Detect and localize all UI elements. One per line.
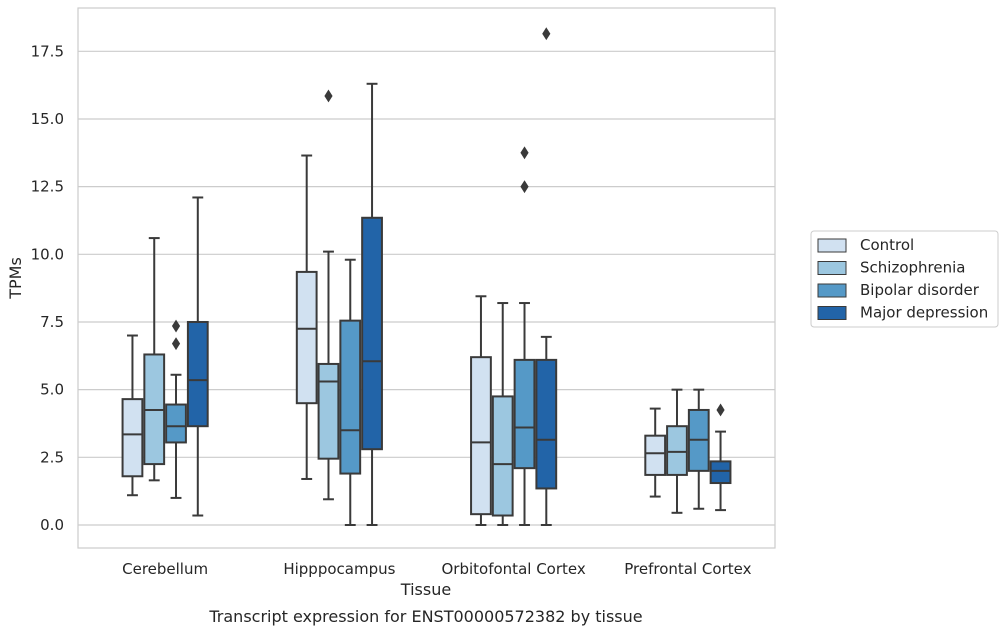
outlier-point xyxy=(171,319,181,333)
legend-label: Major depression xyxy=(860,304,988,322)
box-group xyxy=(143,237,166,482)
y-tick-label: 17.5 xyxy=(31,42,64,60)
box-group xyxy=(295,154,318,480)
y-tick-label: 10.0 xyxy=(31,245,64,263)
box xyxy=(121,398,144,478)
box xyxy=(339,319,362,475)
box-layer xyxy=(121,27,732,526)
box-group xyxy=(339,258,362,526)
legend-swatch xyxy=(817,261,847,275)
chart-caption: Transcript expression for ENST0000057238… xyxy=(208,607,642,626)
box xyxy=(644,434,667,476)
outlier-point xyxy=(324,89,333,103)
y-tick-label: 2.5 xyxy=(40,448,64,466)
box-group xyxy=(687,388,710,510)
box-group xyxy=(165,319,187,499)
y-tick-label: 0.0 xyxy=(40,516,64,534)
box xyxy=(317,362,340,460)
outlier-point xyxy=(542,27,551,41)
box-group xyxy=(121,334,144,497)
outlier-point xyxy=(520,180,529,194)
box xyxy=(295,270,318,405)
x-tick-label: Prefrontal Cortex xyxy=(624,560,751,578)
y-tick-label: 15.0 xyxy=(31,110,64,128)
y-tick-label: 12.5 xyxy=(31,178,64,196)
outlier-point xyxy=(716,403,725,417)
box xyxy=(165,403,187,444)
box xyxy=(470,356,492,516)
box-group xyxy=(535,27,558,526)
legend-swatch xyxy=(817,306,847,320)
x-tick-label: Cerebellum xyxy=(122,560,208,578)
plot-frame xyxy=(77,7,776,549)
outlier-point xyxy=(520,146,529,160)
box xyxy=(361,216,383,451)
box xyxy=(666,425,688,476)
legend-swatch xyxy=(817,238,847,253)
x-tick-labels: Cerebellum Hipppocampus Orbitofontal Corte… xyxy=(122,560,751,578)
box xyxy=(186,320,209,428)
legend-frame xyxy=(810,230,999,328)
box-group xyxy=(491,302,514,526)
legend-swatch xyxy=(817,283,847,298)
x-tick-label: Orbitofontal Cortex xyxy=(442,560,586,578)
x-tick-label: Hipppocampus xyxy=(283,560,395,578)
box-group xyxy=(361,82,383,526)
outlier-point xyxy=(171,337,181,351)
legend-label: Schizophrenia xyxy=(860,259,965,277)
box-group xyxy=(666,388,688,514)
box-group xyxy=(317,89,340,501)
y-tick-label: 7.5 xyxy=(40,313,64,331)
box-group xyxy=(709,403,732,512)
box-group xyxy=(470,295,492,526)
box xyxy=(491,395,514,517)
y-tick-label: 5.0 xyxy=(40,381,64,399)
box xyxy=(535,358,558,490)
box-group xyxy=(186,196,209,517)
box-group xyxy=(513,146,536,526)
x-axis-label: Tissue xyxy=(400,580,451,599)
legend-label: Control xyxy=(860,236,914,254)
box xyxy=(709,460,732,485)
box xyxy=(513,358,536,470)
legend: Control Schizophrenia Bipolar disorder Majo… xyxy=(810,230,999,328)
box-group xyxy=(644,407,667,498)
y-axis-label: TPMs xyxy=(6,257,25,300)
legend-label: Bipolar disorder xyxy=(860,281,980,299)
y-tick-labels: 0.0 2.5 5.0 7.5 10.0 12.5 15.0 17.5 xyxy=(31,42,64,534)
